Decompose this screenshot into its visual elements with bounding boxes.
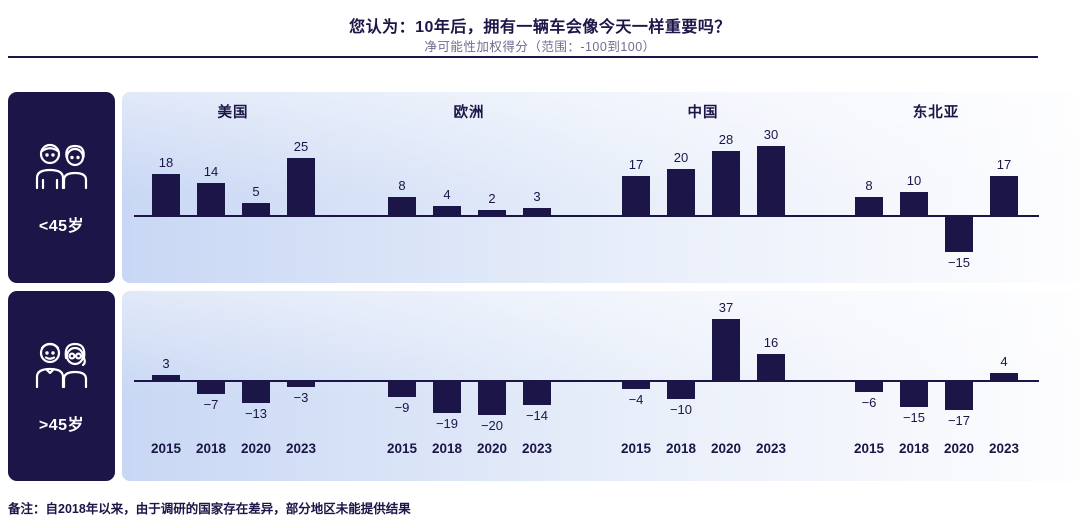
bar-value-label: −15 [947, 255, 971, 270]
bar [757, 354, 785, 380]
bar [523, 382, 551, 405]
bar-value-label: 8 [398, 178, 406, 193]
zero-axis-line [134, 215, 1039, 217]
bar-value-label: −7 [203, 397, 219, 412]
bar-value-label: 5 [252, 184, 260, 199]
region-title: 中国 [687, 105, 719, 121]
bar-value-label: 37 [718, 300, 734, 315]
group-box-under-45: <45岁 [8, 92, 115, 283]
year-label: 2018 [431, 441, 463, 456]
bar [855, 382, 883, 392]
bar [945, 217, 973, 252]
bar-value-label: −14 [525, 408, 549, 423]
bar [757, 146, 785, 215]
bar [667, 382, 695, 399]
page-subtitle: 净可能性加权得分（范围：-100到100） [424, 40, 656, 54]
bar [197, 382, 225, 394]
year-label: 2020 [476, 441, 508, 456]
bar [152, 174, 180, 215]
year-label: 2018 [195, 441, 227, 456]
bar [242, 203, 270, 215]
bar-value-label: 4 [1000, 354, 1008, 369]
year-label: 2023 [755, 441, 787, 456]
bar-value-label: −3 [293, 390, 309, 405]
bar [712, 151, 740, 215]
group-label-under-45: <45岁 [38, 218, 85, 235]
year-label: 2018 [898, 441, 930, 456]
bar [478, 210, 506, 215]
bar [388, 197, 416, 215]
bar-value-label: 2 [488, 191, 496, 206]
bar-value-label: −13 [244, 406, 268, 421]
bar [433, 382, 461, 413]
bar [388, 382, 416, 397]
bar [990, 373, 1018, 380]
bar-value-label: 16 [763, 335, 779, 350]
bar-value-label: −19 [435, 416, 459, 431]
bar-value-label: −9 [394, 400, 410, 415]
bar-value-label: 18 [158, 155, 174, 170]
bar-value-label: 20 [673, 150, 689, 165]
bar-value-label: 25 [293, 139, 309, 154]
bar [197, 183, 225, 215]
bar [242, 382, 270, 403]
bar [900, 192, 928, 215]
bar-value-label: 3 [533, 189, 541, 204]
group-box-over-45: >45岁 [8, 291, 115, 481]
footnote: 备注：自2018年以来，由于调研的国家存在差异，部分地区未能提供结果 [8, 502, 411, 516]
chart-panel-over-45: 3 2015 −7 2018 −13 2020 −3 2023 −9 2015 −19 2018 −20… [122, 291, 1080, 481]
bar [152, 375, 180, 380]
bar-value-label: 8 [865, 178, 873, 193]
bar-value-label: 28 [718, 132, 734, 147]
bar [855, 197, 883, 215]
year-label: 2015 [386, 441, 418, 456]
bar-value-label: −6 [861, 395, 877, 410]
bar [622, 382, 650, 389]
year-label: 2023 [285, 441, 317, 456]
bar-value-label: 14 [203, 164, 219, 179]
bar-value-label: −20 [480, 418, 504, 433]
page-title: 您认为：10年后，拥有一辆车会像今天一样重要吗？ [349, 19, 731, 36]
bar [523, 208, 551, 215]
year-label: 2015 [620, 441, 652, 456]
bar-value-label: −17 [947, 413, 971, 428]
bar-value-label: 3 [162, 356, 170, 371]
bar-value-label: 17 [628, 157, 644, 172]
bar [945, 382, 973, 410]
bar-value-label: 10 [906, 173, 922, 188]
zero-axis-line [134, 380, 1039, 382]
bar [667, 169, 695, 215]
bar [287, 158, 315, 215]
year-label: 2020 [710, 441, 742, 456]
bar-value-label: 30 [763, 127, 779, 142]
bar [622, 176, 650, 215]
header-divider [8, 56, 1038, 58]
group-label-over-45: >45岁 [38, 417, 85, 434]
year-label: 2020 [943, 441, 975, 456]
region-title: 欧洲 [453, 105, 485, 121]
bar-value-label: −10 [669, 402, 693, 417]
year-label: 2015 [853, 441, 885, 456]
bar [900, 382, 928, 407]
year-label: 2023 [521, 441, 553, 456]
year-label: 2020 [240, 441, 272, 456]
young-couple-icon [35, 143, 87, 190]
region-title: 美国 [217, 105, 249, 121]
bar [478, 382, 506, 415]
year-label: 2023 [988, 441, 1020, 456]
region-title: 东北亚 [912, 105, 960, 121]
bar [287, 382, 315, 387]
bar-value-label: 17 [996, 157, 1012, 172]
bar [990, 176, 1018, 215]
elderly-couple-icon [35, 342, 87, 389]
bar [712, 319, 740, 380]
year-label: 2018 [665, 441, 697, 456]
bar-value-label: 4 [443, 187, 451, 202]
bar-value-label: −4 [628, 392, 644, 407]
year-label: 2015 [150, 441, 182, 456]
chart-panel-under-45: 美国 18 14 5 25 欧洲 8 4 2 3 中国 17 20 28 30 东北亚 8 10 −15 17 [122, 92, 1080, 283]
bar-value-label: −15 [902, 410, 926, 425]
bar [433, 206, 461, 215]
